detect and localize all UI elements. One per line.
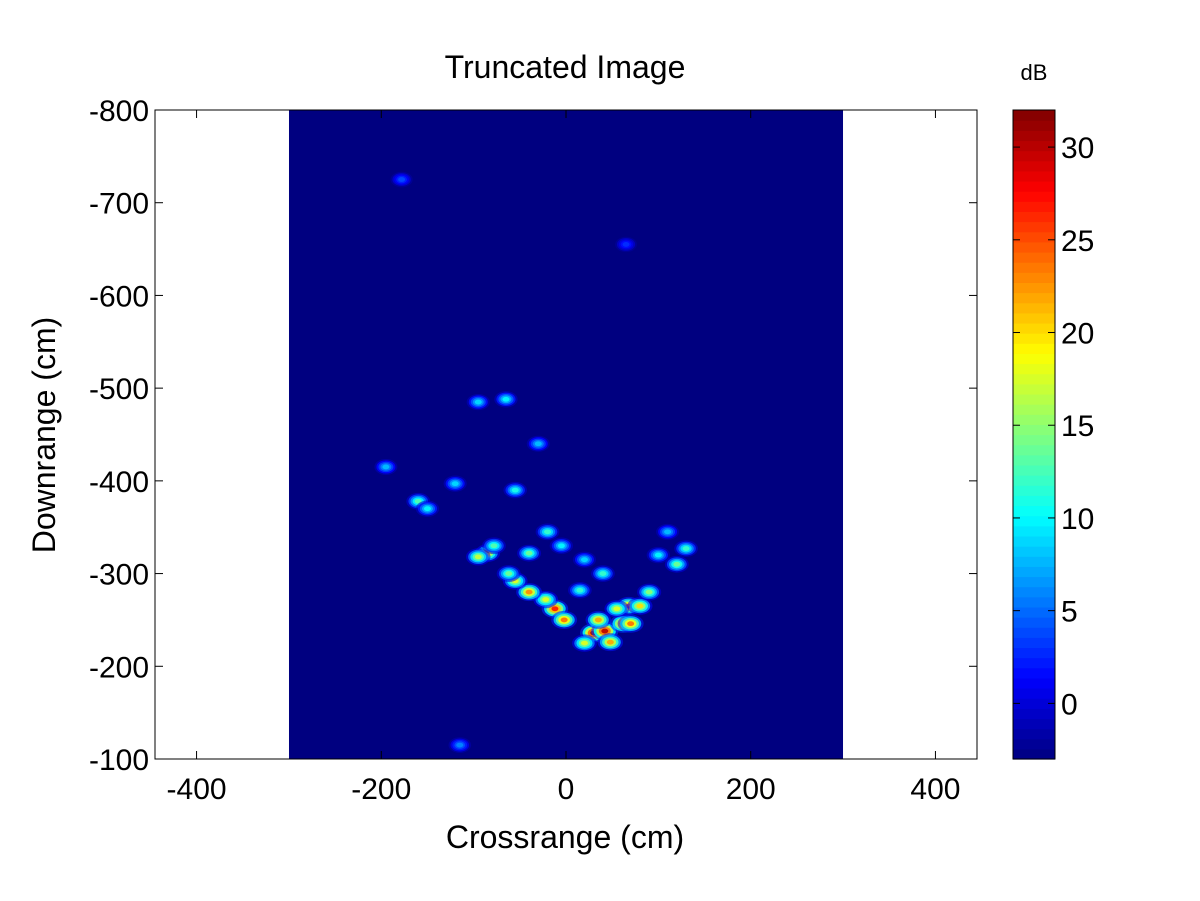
- heatmap-hotspot: [390, 171, 413, 188]
- heatmap-hotspot: [572, 551, 597, 568]
- heatmap-hotspot: [627, 597, 653, 615]
- heatmap-hotspot: [448, 737, 472, 753]
- y-tick-label: -600: [89, 280, 149, 313]
- heatmap-hotspot: [517, 544, 542, 562]
- heatmap-hotspot: [617, 614, 644, 633]
- x-axis: -400 -200 0 200 400: [167, 110, 960, 806]
- heatmap-background: [288, 110, 844, 759]
- heatmap-hotspot: [585, 610, 612, 629]
- heatmap-hotspot: [496, 565, 521, 582]
- colorbar-tick-label: 15: [1061, 410, 1094, 443]
- colorbar-tick-label: 10: [1061, 503, 1094, 536]
- colorbar-label: dB: [1021, 60, 1048, 85]
- x-tick-label: -200: [351, 773, 411, 806]
- heatmap-hotspot: [567, 581, 592, 599]
- heatmap-hotspot: [494, 391, 518, 408]
- plot-area: -400 -200 0 200 400 -800 -700 -600 -500 -400 -300…: [89, 95, 978, 806]
- heatmap-hotspot: [591, 565, 615, 582]
- y-tick-label: -800: [89, 95, 149, 128]
- x-tick-label: 0: [558, 773, 575, 806]
- x-tick-label: 400: [910, 773, 960, 806]
- heatmap-hotspot: [443, 475, 467, 492]
- y-tick-label: -500: [89, 373, 149, 406]
- colorbar-frame: [1012, 109, 1056, 760]
- heatmap-hotspot: [637, 583, 662, 601]
- heatmap-hotspot: [526, 435, 550, 452]
- colorbar-tick-label: 5: [1061, 596, 1078, 629]
- chart-title: Truncated Image: [445, 49, 686, 85]
- y-tick-label: -100: [89, 744, 149, 777]
- heatmap-hotspot: [664, 555, 689, 573]
- colorbar-ticks: 0 5 10 15 20 25 30: [1013, 132, 1094, 721]
- heatmap-hotspot: [516, 583, 542, 602]
- y-tick-label: -400: [89, 466, 149, 499]
- heatmap-hotspot: [465, 548, 491, 566]
- colorbar-gradient: [1013, 110, 1055, 760]
- y-axis-label: Downrange (cm): [26, 317, 62, 554]
- heatmap-hotspot: [374, 458, 398, 475]
- heatmap-hotspot: [535, 523, 560, 541]
- y-tick-label: -200: [89, 651, 149, 684]
- heatmap-hotspot: [597, 633, 624, 652]
- y-tick-label: -300: [89, 559, 149, 592]
- colorbar-tick-label: 30: [1061, 132, 1094, 165]
- heatmap-hotspot: [549, 537, 574, 554]
- heatmap-hotspot: [415, 500, 440, 517]
- heatmap-image: [288, 110, 844, 759]
- heatmap-hotspot: [482, 537, 506, 555]
- y-axis: -800 -700 -600 -500 -400 -300 -200 -100: [89, 95, 977, 777]
- heatmap-hotspot: [466, 393, 490, 411]
- heatmap-hotspot: [604, 600, 630, 618]
- heatmap-hotspot: [656, 523, 680, 540]
- colorbar: 0 5 10 15 20 25 30 dB: [1012, 60, 1094, 760]
- heatmap-hotspot: [646, 546, 671, 564]
- x-tick-label: 200: [726, 773, 776, 806]
- colorbar-tick-label: 0: [1061, 688, 1078, 721]
- heatmap-hotspot: [503, 481, 528, 499]
- heatmap-hotspot: [615, 236, 638, 253]
- heatmap-hotspot: [572, 634, 597, 652]
- colorbar-tick-label: 25: [1061, 225, 1094, 258]
- heatmap-hotspot: [551, 610, 578, 630]
- heatmap-hotspot: [674, 540, 698, 557]
- x-tick-label: -400: [167, 773, 227, 806]
- x-axis-label: Crossrange (cm): [446, 819, 684, 855]
- colorbar-tick-label: 20: [1061, 318, 1094, 351]
- y-tick-label: -700: [89, 188, 149, 221]
